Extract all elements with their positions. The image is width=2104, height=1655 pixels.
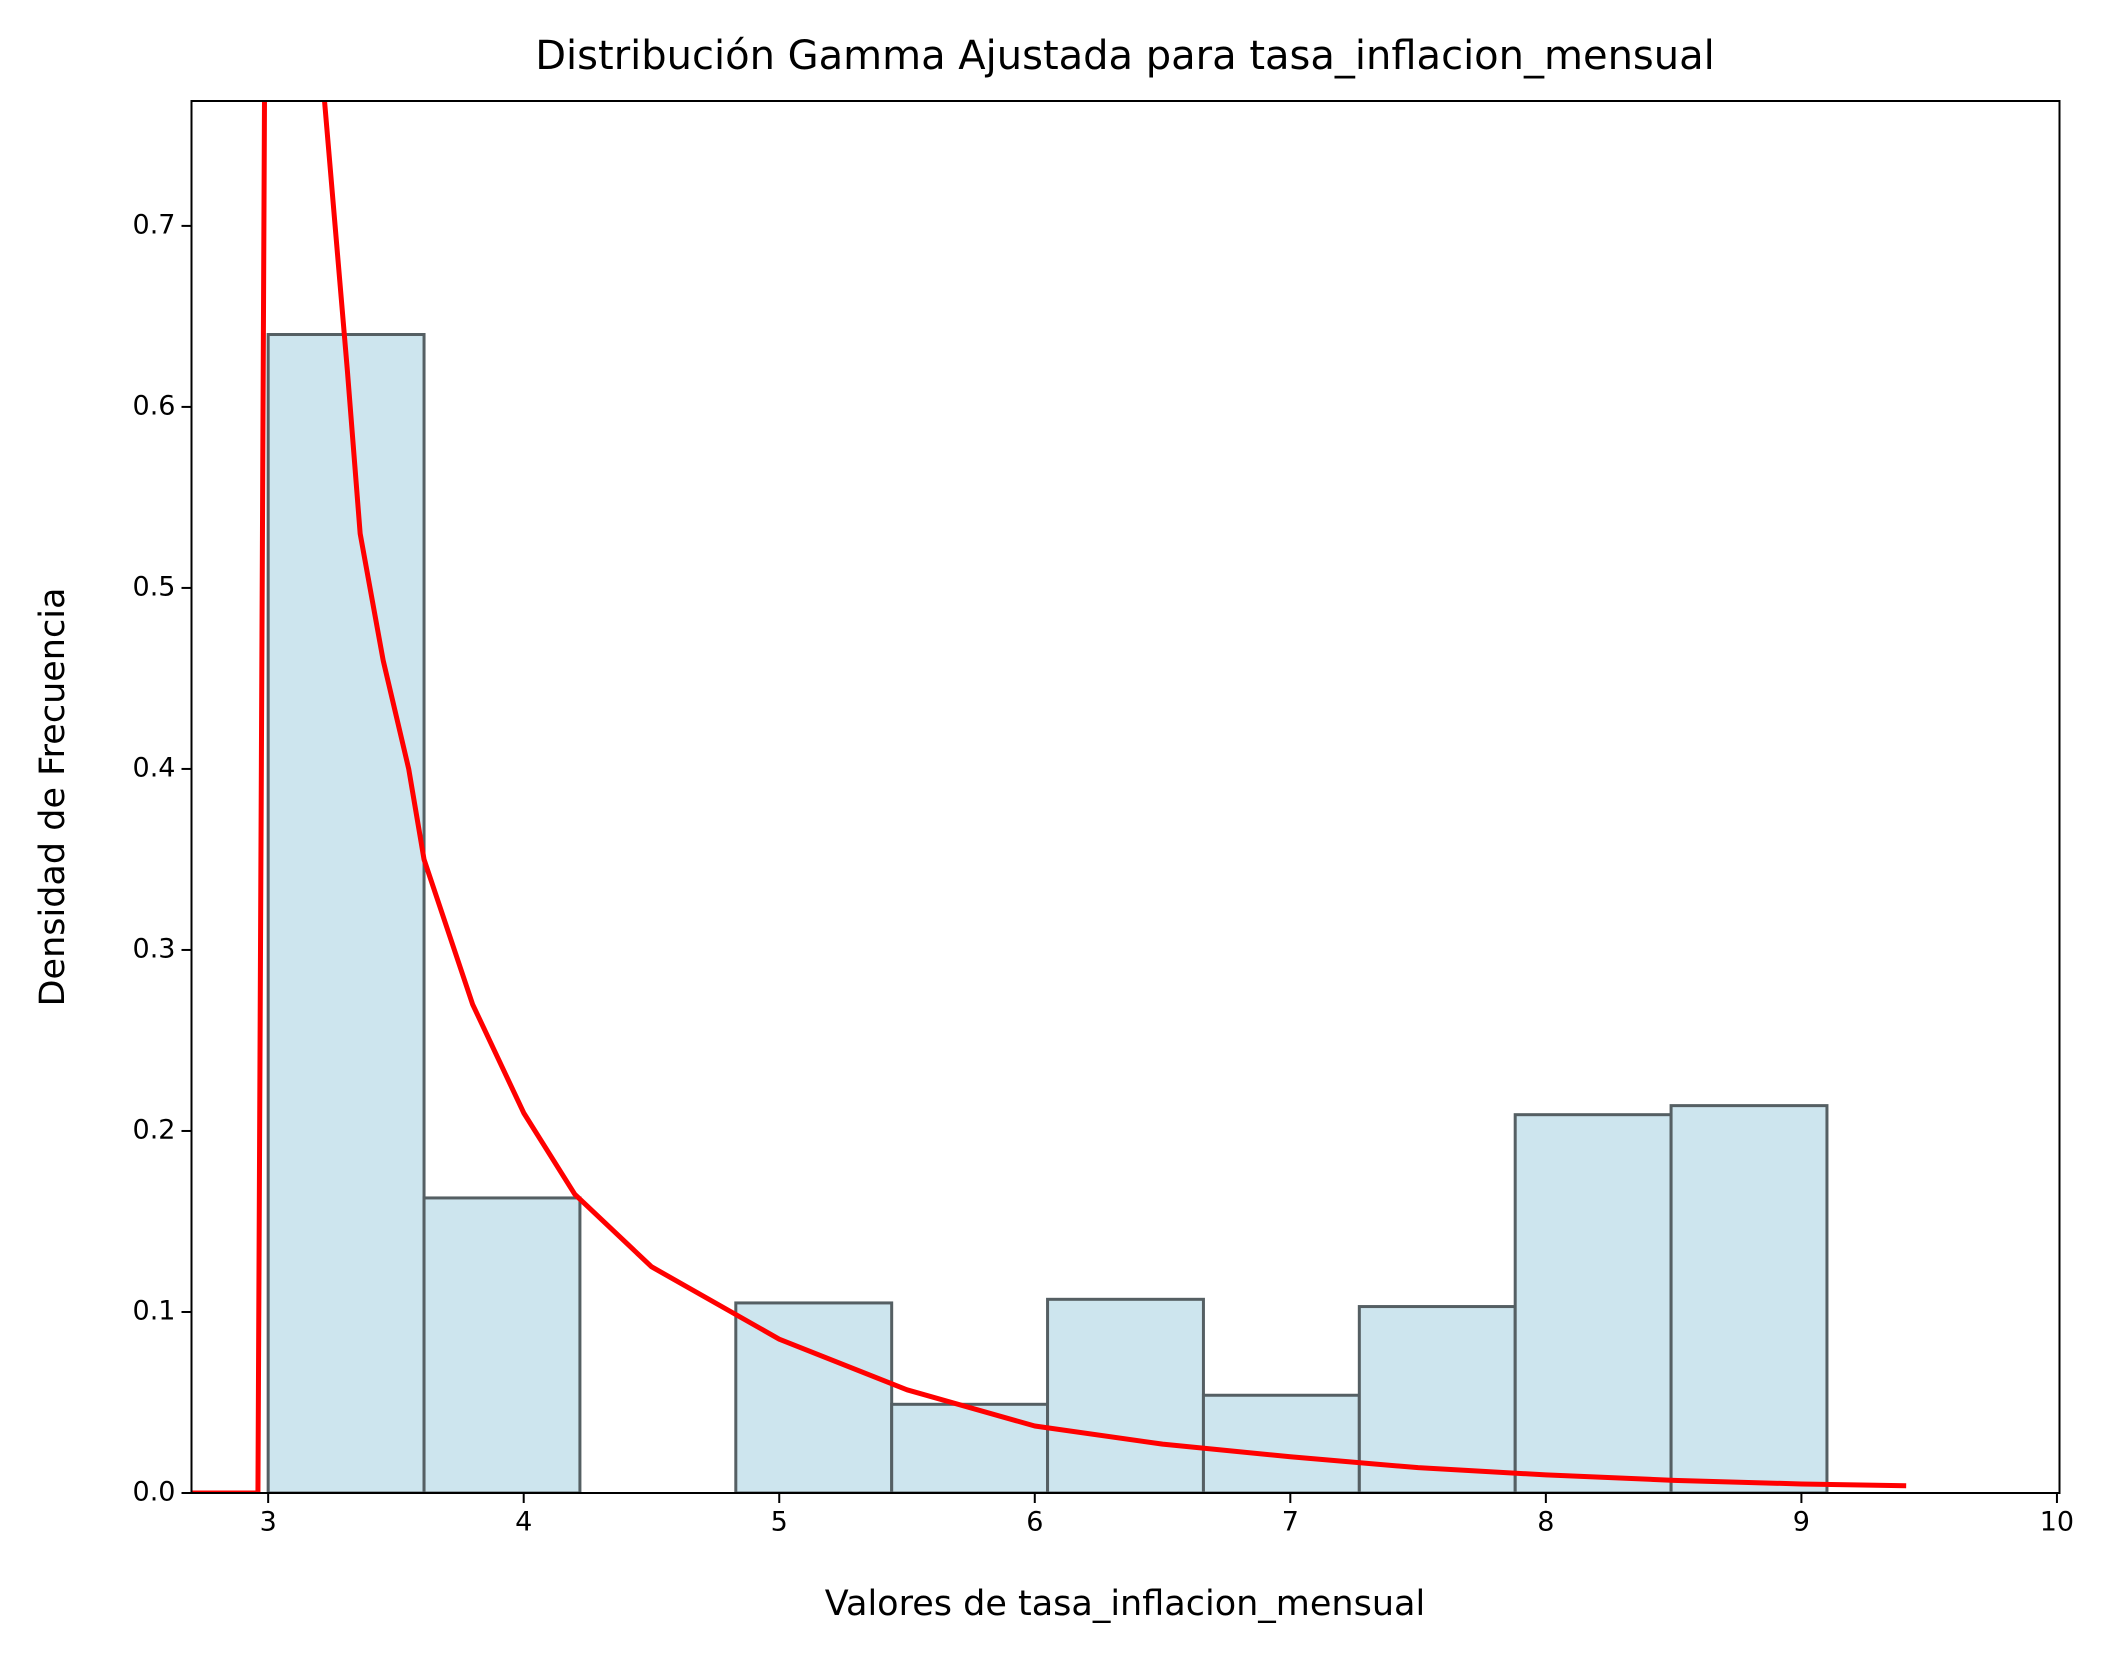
bar xyxy=(734,1301,894,1493)
y-tick-label: 0.1 xyxy=(133,1295,176,1326)
axes-frame xyxy=(190,100,2061,1494)
y-tick-label: 0.0 xyxy=(133,1477,176,1508)
bar xyxy=(890,1402,1050,1493)
x-tick-label: 8 xyxy=(1537,1507,1554,1538)
x-tick-label: 10 xyxy=(2040,1507,2074,1538)
y-tick-label: 0.7 xyxy=(133,209,176,240)
y-tick-label: 0.5 xyxy=(133,571,176,602)
plot-area xyxy=(191,101,1907,1493)
bar xyxy=(1357,1305,1517,1493)
x-tick-label: 3 xyxy=(260,1507,277,1538)
y-tick-label: 0.6 xyxy=(133,390,176,421)
x-tick-label: 7 xyxy=(1282,1507,1299,1538)
y-tick-label: 0.4 xyxy=(133,752,176,783)
bar xyxy=(1046,1297,1205,1493)
x-tick-label: 6 xyxy=(1026,1507,1043,1538)
chart-title: Distribución Gamma Ajustada para tasa_in… xyxy=(535,33,1715,79)
x-axis-label: Valores de tasa_inflacion_mensual xyxy=(825,1584,1425,1624)
x-tick-label: 9 xyxy=(1793,1507,1810,1538)
y-axis-label: Densidad de Frecuencia xyxy=(33,588,73,1007)
fitted-curve xyxy=(191,101,1907,1493)
x-tick-label: 4 xyxy=(515,1507,532,1538)
x-tick-label: 5 xyxy=(771,1507,788,1538)
y-tick-label: 0.2 xyxy=(133,1114,176,1145)
y-tick-label: 0.3 xyxy=(133,933,176,964)
bar xyxy=(1201,1393,1361,1493)
bar xyxy=(1669,1104,1829,1493)
bar xyxy=(266,333,426,1493)
bar xyxy=(1513,1113,1673,1493)
bar xyxy=(422,1196,582,1493)
